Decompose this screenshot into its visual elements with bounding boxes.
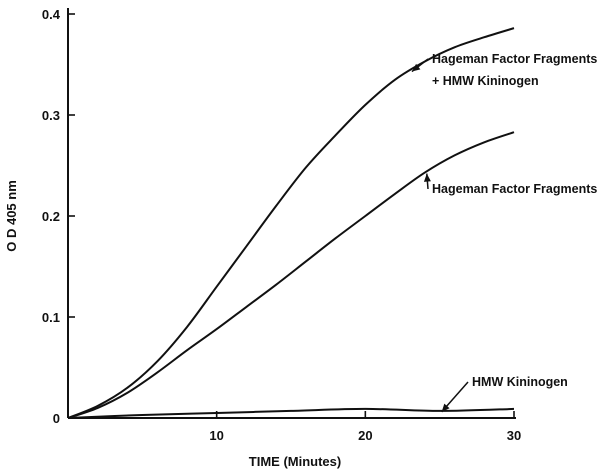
x-tick-label: 30 bbox=[507, 428, 521, 443]
annotation-arrowhead bbox=[423, 173, 431, 182]
annotation-label: + HMW Kininogen bbox=[432, 74, 539, 88]
y-tick-label: 0.2 bbox=[42, 209, 60, 224]
series-line-3 bbox=[67, 407, 515, 419]
axes: 0 0.1 0.2 0.3 0.4 10 20 30 bbox=[42, 7, 521, 443]
annotation-label: HMW Kininogen bbox=[472, 375, 568, 389]
x-axis-title: TIME (Minutes) bbox=[249, 454, 341, 469]
annotation-arrowhead bbox=[441, 403, 450, 412]
x-tick-label: 20 bbox=[358, 428, 372, 443]
y-tick-label: 0.3 bbox=[42, 108, 60, 123]
annotation-arrowhead bbox=[411, 63, 421, 72]
y-tick-label: 0.1 bbox=[42, 310, 60, 325]
series-line-2 bbox=[67, 131, 515, 419]
annotation-label: Hageman Factor Fragments bbox=[432, 52, 597, 66]
y-tick-label: 0.4 bbox=[42, 7, 61, 22]
series-line-1 bbox=[67, 27, 515, 419]
annotation-label: Hageman Factor Fragments bbox=[432, 182, 597, 196]
y-axis-title: O D 405 nm bbox=[4, 180, 19, 252]
x-tick-label: 10 bbox=[209, 428, 223, 443]
series-layer bbox=[67, 27, 515, 419]
annotation-layer: Hageman Factor Fragments + HMW Kininogen H… bbox=[411, 52, 597, 413]
y-tick-label: 0 bbox=[53, 411, 60, 426]
